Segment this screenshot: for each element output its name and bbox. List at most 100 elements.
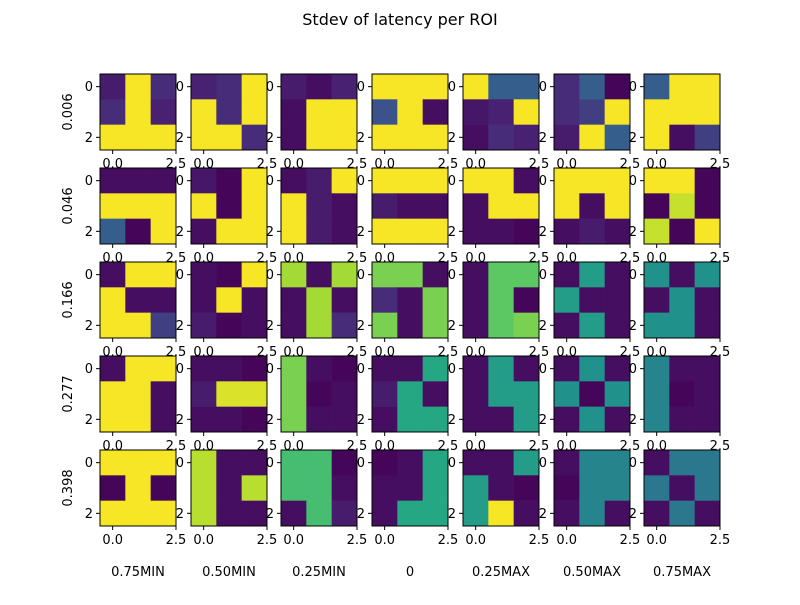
heatmap-cell (332, 356, 358, 382)
y-tick-label: 2 (539, 413, 547, 428)
heatmap-cell (372, 193, 398, 219)
heatmap-cell (306, 168, 332, 194)
heatmap-cell (281, 450, 307, 476)
heatmap-cell (514, 219, 540, 245)
heatmap-cell (605, 168, 631, 194)
row-label: 0.046 (61, 187, 76, 224)
heatmap-cell (579, 74, 605, 100)
x-tick-label: 2.5 (347, 533, 368, 548)
heatmap-cell (514, 287, 540, 313)
heatmap-cell (281, 193, 307, 219)
heatmap-cell (306, 193, 332, 219)
heatmap-cell (332, 407, 358, 433)
y-tick-label: 2 (176, 413, 184, 428)
heatmap-cell (100, 407, 126, 433)
y-tick-label: 2 (266, 225, 274, 240)
heatmap-cell (216, 475, 242, 501)
heatmap-cell (669, 99, 695, 125)
y-tick-label: 0 (448, 362, 456, 377)
y-tick-label: 2 (357, 225, 365, 240)
heatmap-cell (669, 501, 695, 527)
heatmap-cell (488, 74, 514, 100)
heatmap-cell (463, 356, 489, 382)
y-tick-label: 0 (448, 456, 456, 471)
heatmap-cell (514, 501, 540, 527)
heatmap-cell (669, 193, 695, 219)
heatmap-cell (554, 74, 580, 100)
heatmap-cell (397, 125, 423, 151)
heatmap-cell (125, 381, 151, 407)
heatmap-cell (397, 501, 423, 527)
heatmap-cell (306, 313, 332, 339)
heatmap-cell (100, 193, 126, 219)
heatmap-cell (216, 99, 242, 125)
heatmap-cell (306, 125, 332, 151)
x-tick-label: 0.0 (283, 533, 304, 548)
heatmap-cell (605, 356, 631, 382)
heatmap-cell (151, 450, 177, 476)
heatmap-cell (242, 219, 268, 245)
heatmap-cell (242, 168, 268, 194)
heatmap-cell (423, 356, 449, 382)
heatmap-cell (372, 125, 398, 151)
heatmap-cell (306, 356, 332, 382)
column-label: 0.25MIN (292, 565, 346, 580)
heatmap-cell (554, 99, 580, 125)
heatmap-cell (488, 125, 514, 151)
heatmap-cell (191, 219, 217, 245)
heatmap-cell (488, 407, 514, 433)
heatmap-cell (281, 74, 307, 100)
heatmap-cell (151, 262, 177, 288)
heatmap-cell (488, 219, 514, 245)
heatmap-cell (191, 356, 217, 382)
heatmap-cell (397, 74, 423, 100)
heatmap-cell (191, 193, 217, 219)
y-tick-label: 2 (176, 131, 184, 146)
heatmap-cell (332, 219, 358, 245)
heatmap-cell (644, 501, 670, 527)
heatmap-cell (644, 99, 670, 125)
heatmap-cell (579, 356, 605, 382)
y-tick-label: 2 (266, 413, 274, 428)
heatmap-cell (100, 501, 126, 527)
y-tick-label: 0 (85, 456, 93, 471)
heatmap-cell (372, 501, 398, 527)
heatmap-cell (242, 262, 268, 288)
heatmap-cell (242, 450, 268, 476)
heatmap-cell (125, 313, 151, 339)
heatmap-cell (605, 313, 631, 339)
heatmap-cell (514, 450, 540, 476)
heatmap-cell (306, 450, 332, 476)
y-tick-label: 0 (176, 174, 184, 189)
y-tick-label: 0 (266, 456, 274, 471)
heatmap-cell (242, 381, 268, 407)
heatmap-cell (372, 450, 398, 476)
heatmap-cell (332, 501, 358, 527)
heatmap-cell (191, 168, 217, 194)
heatmap-cell (332, 262, 358, 288)
heatmap-cell (463, 219, 489, 245)
heatmap-cell (669, 407, 695, 433)
heatmap-cell (372, 381, 398, 407)
heatmap-cell (554, 356, 580, 382)
heatmap-cell (605, 125, 631, 151)
y-tick-label: 0 (357, 362, 365, 377)
heatmap-cell (463, 99, 489, 125)
column-label: 0.25MAX (472, 565, 530, 580)
heatmap-cell (644, 262, 670, 288)
heatmap-cell (216, 219, 242, 245)
heatmap-cell (554, 193, 580, 219)
y-tick-label: 2 (266, 131, 274, 146)
heatmap-cell (463, 74, 489, 100)
heatmap-cell (423, 99, 449, 125)
heatmap-cell (644, 381, 670, 407)
y-tick-label: 2 (539, 507, 547, 522)
heatmap-cell (554, 501, 580, 527)
y-tick-label: 0 (539, 268, 547, 283)
y-tick-label: 2 (176, 225, 184, 240)
heatmap-cell (306, 287, 332, 313)
y-tick-label: 2 (629, 319, 637, 334)
heatmap-cell (423, 262, 449, 288)
heatmap-cell (669, 381, 695, 407)
heatmap-cell (669, 313, 695, 339)
